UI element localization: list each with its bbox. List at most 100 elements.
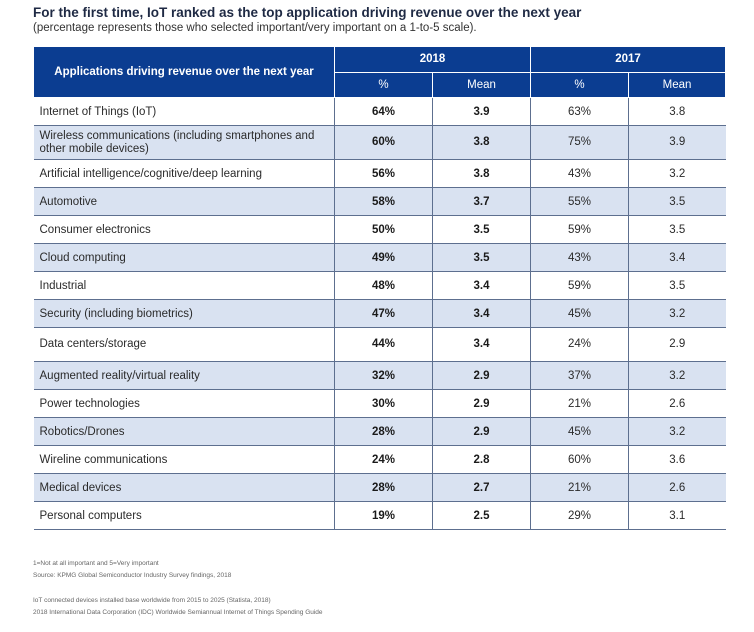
application-name-cell: Robotics/Drones	[33, 417, 335, 446]
mean-2018-cell: 2.8	[432, 445, 531, 474]
mean-2018-cell: 3.8	[432, 125, 531, 160]
mean-2018-cell: 2.5	[432, 501, 531, 530]
application-name-cell: Wireline communications	[33, 445, 335, 474]
application-name-cell: Data centers/storage	[33, 327, 335, 362]
mean-2018-cell: 3.4	[432, 271, 531, 300]
mean-2017-cell: 3.2	[628, 159, 726, 188]
mean-2018-cell: 2.7	[432, 473, 531, 502]
year-2017-header: 2017	[530, 46, 726, 73]
pct-2018-cell: 50%	[334, 215, 433, 244]
mean-2017-cell: 3.2	[628, 361, 726, 390]
table-row: Consumer electronics 50% 3.5 59% 3.5	[33, 215, 726, 244]
note-source: Source: KPMG Global Semiconductor Indust…	[33, 572, 232, 579]
year-2018-header: 2018	[334, 46, 531, 73]
pct-2018-cell: 49%	[334, 243, 433, 272]
application-name-cell: Personal computers	[33, 501, 335, 530]
mean-2018-cell: 3.4	[432, 327, 531, 362]
pct-2018-cell: 48%	[334, 271, 433, 300]
pct-2017-cell: 45%	[530, 299, 629, 328]
application-name-cell: Consumer electronics	[33, 215, 335, 244]
table-body: Internet of Things (IoT) 64% 3.9 63% 3.8 Wire…	[33, 97, 726, 530]
pct-2018-cell: 56%	[334, 159, 433, 188]
application-name-cell: Wireless communications (including smart…	[33, 125, 335, 160]
mean-2018-cell: 2.9	[432, 417, 531, 446]
mean-2018-cell: 2.9	[432, 389, 531, 418]
table-row: Cloud computing 49% 3.5 43% 3.4	[33, 243, 726, 272]
table-row: Wireless communications (including smart…	[33, 125, 726, 160]
application-name-cell: Medical devices	[33, 473, 335, 502]
pct-2017-cell: 63%	[530, 97, 629, 126]
pct-2018-cell: 47%	[334, 299, 433, 328]
mean-2018-cell: 3.8	[432, 159, 531, 188]
mean-2017-cell: 3.5	[628, 215, 726, 244]
table-row: Industrial 48% 3.4 59% 3.5	[33, 271, 726, 300]
table-row: Personal computers 19% 2.5 29% 3.1	[33, 501, 726, 530]
mean-2017-cell: 3.5	[628, 187, 726, 216]
table-row: Augmented reality/virtual reality 32% 2.9 3…	[33, 361, 726, 390]
application-name-cell: Industrial	[33, 271, 335, 300]
table-row: Wireline communications 24% 2.8 60% 3.6	[33, 445, 726, 474]
mean-2017-cell: 3.6	[628, 445, 726, 474]
mean-2018-cell: 3.5	[432, 215, 531, 244]
table-row: Power technologies 30% 2.9 21% 2.6	[33, 389, 726, 418]
pct-2017-cell: 37%	[530, 361, 629, 390]
pct-2018-cell: 24%	[334, 445, 433, 474]
application-name-cell: Augmented reality/virtual reality	[33, 361, 335, 390]
pct-2018-cell: 30%	[334, 389, 433, 418]
table-row: Artificial intelligence/cognitive/deep l…	[33, 159, 726, 188]
mean-2018-cell: 2.9	[432, 361, 531, 390]
pct-2018-cell: 44%	[334, 327, 433, 362]
table-row: Robotics/Drones 28% 2.9 45% 3.2	[33, 417, 726, 446]
mean-2017-cell: 3.5	[628, 271, 726, 300]
pct-2017-cell: 45%	[530, 417, 629, 446]
application-name-cell: Cloud computing	[33, 243, 335, 272]
pct-2018-cell: 28%	[334, 473, 433, 502]
mean-2017-header: Mean	[628, 71, 726, 98]
mean-2017-cell: 3.1	[628, 501, 726, 530]
pct-2018-cell: 28%	[334, 417, 433, 446]
pct-2017-cell: 24%	[530, 327, 629, 362]
pct-2017-cell: 59%	[530, 215, 629, 244]
pct-2018-header: %	[334, 71, 433, 98]
pct-2018-cell: 60%	[334, 125, 433, 160]
mean-2017-cell: 3.2	[628, 299, 726, 328]
application-name-cell: Power technologies	[33, 389, 335, 418]
mean-2017-cell: 3.8	[628, 97, 726, 126]
table-row: Medical devices 28% 2.7 21% 2.6	[33, 473, 726, 502]
pct-2018-cell: 19%	[334, 501, 433, 530]
pct-2017-cell: 29%	[530, 501, 629, 530]
mean-2017-cell: 3.4	[628, 243, 726, 272]
mean-2018-header: Mean	[432, 71, 531, 98]
table-row: Internet of Things (IoT) 64% 3.9 63% 3.8	[33, 97, 726, 126]
application-name-cell: Internet of Things (IoT)	[33, 97, 335, 126]
application-name-cell: Artificial intelligence/cognitive/deep l…	[33, 159, 335, 188]
page-subtitle: (percentage represents those who selecte…	[33, 22, 477, 34]
pct-2017-cell: 43%	[530, 243, 629, 272]
pct-2017-cell: 43%	[530, 159, 629, 188]
mean-2018-cell: 3.9	[432, 97, 531, 126]
mean-2017-cell: 2.9	[628, 327, 726, 362]
pct-2018-cell: 32%	[334, 361, 433, 390]
pct-2017-cell: 21%	[530, 389, 629, 418]
pct-2017-cell: 59%	[530, 271, 629, 300]
mean-2017-cell: 3.2	[628, 417, 726, 446]
application-name-cell: Security (including biometrics)	[33, 299, 335, 328]
pct-2018-cell: 58%	[334, 187, 433, 216]
mean-2018-cell: 3.4	[432, 299, 531, 328]
note-idc: 2018 International Data Corporation (IDC…	[33, 609, 323, 616]
table-row: Automotive 58% 3.7 55% 3.5	[33, 187, 726, 216]
applications-column-header: Applications driving revenue over the ne…	[33, 46, 335, 98]
pct-2017-cell: 21%	[530, 473, 629, 502]
applications-table: Applications driving revenue over the ne…	[33, 46, 726, 530]
mean-2018-cell: 3.7	[432, 187, 531, 216]
mean-2017-cell: 3.9	[628, 125, 726, 160]
pct-2017-header: %	[530, 71, 629, 98]
table-row: Security (including biometrics) 47% 3.4 45%…	[33, 299, 726, 328]
pct-2018-cell: 64%	[334, 97, 433, 126]
page-title: For the first time, IoT ranked as the to…	[33, 5, 582, 20]
mean-2017-cell: 2.6	[628, 473, 726, 502]
mean-2018-cell: 3.5	[432, 243, 531, 272]
note-scale: 1=Not at all important and 5=Very import…	[33, 560, 159, 567]
pct-2017-cell: 75%	[530, 125, 629, 160]
pct-2017-cell: 60%	[530, 445, 629, 474]
